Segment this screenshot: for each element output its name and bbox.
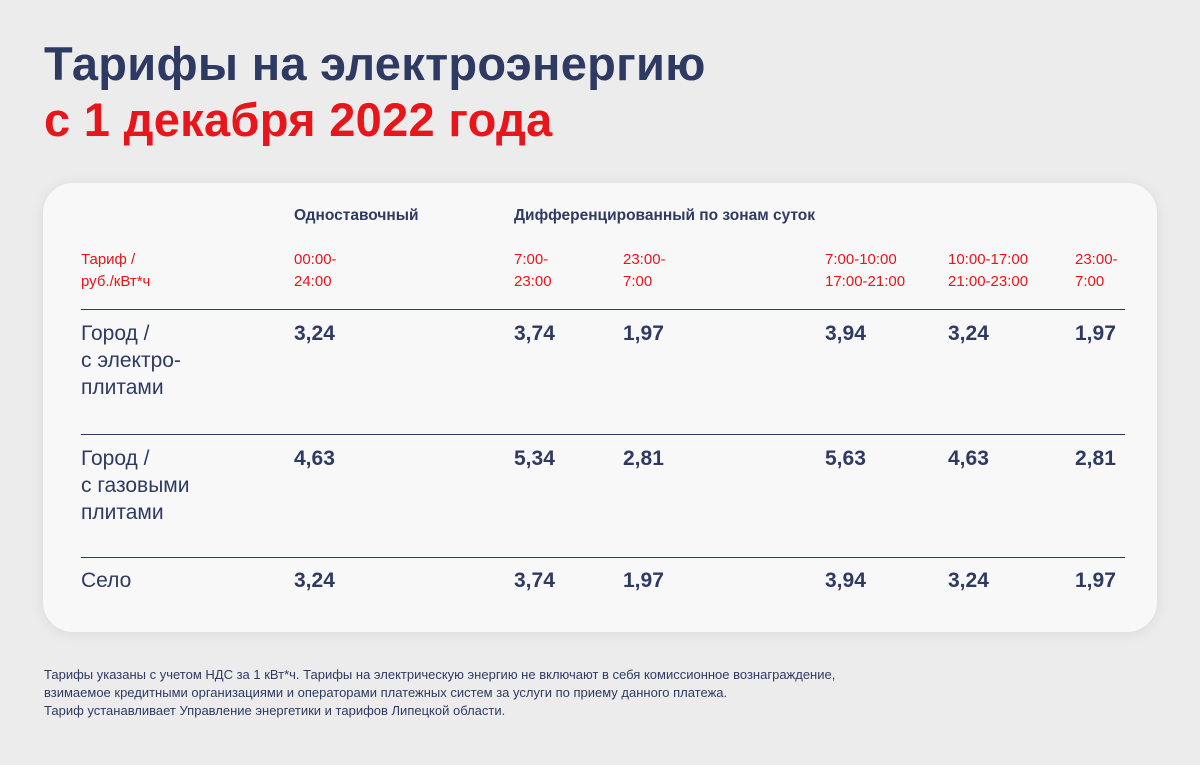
unit-label: Тариф / руб./кВт*ч (81, 251, 151, 290)
title-line-1: Тарифы на электроэнергию (44, 37, 706, 90)
row-divider (81, 434, 1125, 435)
header-differentiated: Дифференцированный по зонам суток (514, 207, 816, 224)
table-cell: 3,24 (948, 322, 989, 345)
table-cell: 3,74 (514, 569, 555, 592)
footnote-line-1: Тарифы указаны с учетом НДС за 1 кВт*ч. … (44, 667, 836, 682)
row-label-city-electric: Город / с электро- плитами (81, 322, 181, 399)
footnote-line-3: Тариф устанавливает Управление энергетик… (44, 703, 506, 718)
time-header-2: 7:00- 23:00 (514, 251, 552, 290)
row-divider (81, 309, 1125, 310)
table-cell: 3,24 (294, 322, 335, 345)
time-header-5: 10:00-17:00 21:00-23:00 (948, 251, 1029, 290)
table-cell: 3,94 (825, 569, 866, 592)
tariff-table-card: Одноставочный Дифференцированный по зона… (43, 183, 1157, 632)
time-header-3: 23:00- 7:00 (623, 251, 666, 290)
footnote-line-2: взимаемое кредитными организациями и опе… (44, 685, 728, 700)
table-cell: 3,24 (294, 569, 335, 592)
time-header-1: 00:00- 24:00 (294, 251, 337, 290)
row-divider (81, 557, 1125, 558)
row-label-village: Село (81, 569, 132, 592)
table-cell: 2,81 (623, 447, 664, 470)
table-cell: 3,74 (514, 322, 555, 345)
time-header-6: 23:00- 7:00 (1075, 251, 1118, 290)
table-cell: 5,63 (825, 447, 866, 470)
footnote: Тарифы указаны с учетом НДС за 1 кВт*ч. … (44, 666, 835, 720)
table-cell: 4,63 (948, 447, 989, 470)
row-label-city-gas: Город / с газовыми плитами (81, 447, 190, 524)
table-cell: 1,97 (1075, 569, 1116, 592)
table-cell: 1,97 (1075, 322, 1116, 345)
table-cell: 4,63 (294, 447, 335, 470)
page-title: Тарифы на электроэнергию с 1 декабря 202… (44, 36, 706, 148)
table-cell: 3,94 (825, 322, 866, 345)
table-cell: 1,97 (623, 322, 664, 345)
time-header-4: 7:00-10:00 17:00-21:00 (825, 251, 906, 290)
table-cell: 3,24 (948, 569, 989, 592)
title-line-2: с 1 декабря 2022 года (44, 93, 553, 146)
table-cell: 5,34 (514, 447, 555, 470)
table-cell: 1,97 (623, 569, 664, 592)
table-cell: 2,81 (1075, 447, 1116, 470)
header-single-rate: Одноставочный (294, 207, 419, 224)
